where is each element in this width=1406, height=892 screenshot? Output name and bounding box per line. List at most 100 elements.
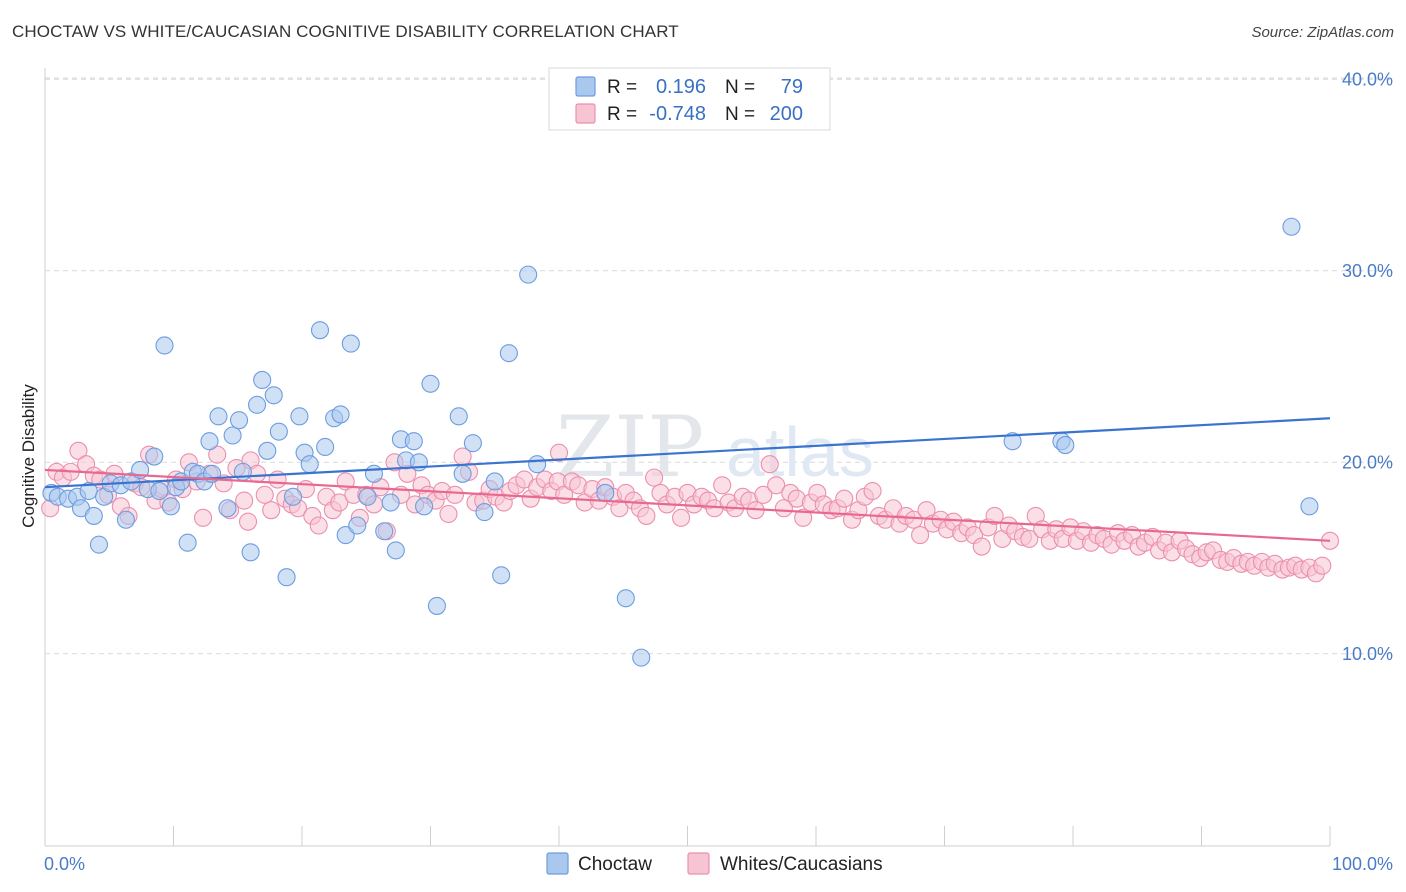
whites-point	[754, 485, 773, 504]
choctaw-point	[209, 407, 228, 426]
choctaw-trend-line	[44, 417, 1331, 489]
choctaw-point	[364, 464, 384, 483]
choctaw-point	[116, 510, 136, 529]
whites-point	[262, 501, 281, 520]
choctaw-point	[404, 432, 423, 451]
whites-point	[208, 445, 227, 464]
whites-point	[672, 508, 691, 527]
choctaw-point	[84, 506, 103, 525]
choctaw-point	[528, 455, 547, 474]
whites-point	[69, 441, 88, 460]
choctaw-point	[453, 464, 472, 483]
choctaw-point	[223, 426, 242, 445]
choctaw-point	[283, 487, 303, 506]
choctaw-point	[421, 374, 440, 393]
choctaw-point	[161, 497, 180, 516]
legend-bottom-swatch-choctaw	[546, 852, 569, 875]
source-label: Source: ZipAtlas.com	[1251, 24, 1394, 41]
y-tick-labels: 10.0% 20.0% 30.0% 40.0%	[1342, 69, 1393, 663]
axes	[44, 68, 1331, 847]
y-tick-label: 20.0%	[1342, 452, 1393, 472]
whites-point	[238, 512, 258, 531]
whites-point	[610, 499, 629, 518]
whites-point	[330, 493, 349, 512]
watermark-atlas: atlas	[726, 413, 874, 491]
whites-point	[194, 508, 213, 527]
choctaw-point	[499, 344, 518, 363]
choctaw-point	[415, 497, 434, 516]
choctaw-point	[348, 516, 367, 535]
whites-point	[309, 516, 328, 535]
choctaw-point	[1300, 497, 1319, 516]
whites-point	[549, 443, 569, 462]
whites-point	[794, 508, 813, 527]
whites-point	[904, 510, 923, 529]
whites-point	[235, 491, 254, 510]
choctaw-point	[616, 589, 635, 608]
choctaw-point	[253, 370, 272, 390]
choctaw-point	[341, 334, 360, 353]
legend-bottom: Choctaw Whites/Caucasians	[546, 852, 883, 875]
legend-n-value-whites: 200	[770, 103, 803, 125]
y-axis-title: Cognitive Disability	[19, 384, 38, 528]
choctaw-point	[519, 265, 538, 284]
choctaw-point	[1282, 217, 1301, 236]
choctaw-point	[258, 441, 277, 460]
whites-point	[911, 526, 930, 545]
legend-bottom-label-whites: Whites/Caucasians	[720, 854, 883, 875]
choctaw-point	[247, 395, 267, 414]
legend-n-label-whites: N =	[725, 104, 755, 125]
x-tick-label: 0.0%	[44, 854, 85, 874]
whites-point	[1020, 529, 1039, 548]
choctaw-point	[475, 503, 494, 522]
chart-title: CHOCTAW VS WHITE/CAUCASIAN COGNITIVE DIS…	[12, 22, 679, 41]
whites-point	[985, 506, 1004, 525]
y-tick-label: 40.0%	[1342, 69, 1393, 89]
choctaw-point	[290, 407, 309, 426]
whites-point	[637, 506, 656, 525]
x-tick-labels: 0.0% 100.0%	[44, 854, 1393, 874]
legend-bottom-label-choctaw: Choctaw	[578, 854, 652, 875]
whites-point	[255, 485, 274, 504]
legend-r-label-whites: R =	[607, 104, 637, 125]
legend-top: R = 0.196 N = 79 R = -0.748 N = 200	[548, 67, 831, 131]
y-tick-label: 30.0%	[1342, 261, 1393, 281]
whites-point	[972, 537, 991, 556]
choctaw-point	[381, 493, 400, 512]
legend-r-label-choctaw: R =	[607, 77, 637, 98]
choctaw-point	[310, 321, 330, 340]
choctaw-point	[241, 543, 260, 562]
legend-n-value-choctaw: 79	[781, 76, 803, 98]
whites-trend-line	[44, 468, 1331, 542]
choctaw-point	[150, 481, 169, 501]
choctaw-point	[178, 533, 197, 552]
legend-r-value-whites: -0.748	[649, 103, 706, 125]
legend-n-label-choctaw: N =	[725, 77, 755, 98]
choctaw-point	[492, 566, 511, 585]
choctaw-point	[155, 336, 174, 355]
choctaw-point	[331, 405, 350, 424]
whites-point	[445, 485, 464, 504]
choctaw-point	[264, 386, 283, 405]
whites-point	[774, 499, 793, 518]
legend-r-value-choctaw: 0.196	[656, 76, 706, 98]
whites-point	[835, 489, 854, 508]
choctaw-point	[89, 535, 109, 554]
choctaw-point	[316, 437, 335, 457]
choctaw-point	[269, 422, 288, 441]
choctaw-point	[375, 522, 394, 541]
whites-point	[1313, 556, 1332, 575]
legend-bottom-swatch-whites	[687, 852, 710, 875]
choctaw-point	[358, 487, 377, 506]
choctaw-point	[427, 596, 446, 615]
legend-box	[548, 67, 831, 131]
legend-swatch-whites	[575, 103, 596, 124]
whites-point	[439, 504, 458, 524]
choctaw-point	[229, 411, 249, 430]
grid-lines	[45, 77, 1392, 655]
choctaw-point	[463, 434, 482, 453]
choctaw-point	[200, 432, 219, 451]
choctaw-point	[1056, 436, 1075, 455]
whites-point	[767, 476, 786, 495]
whites-point	[713, 476, 732, 495]
